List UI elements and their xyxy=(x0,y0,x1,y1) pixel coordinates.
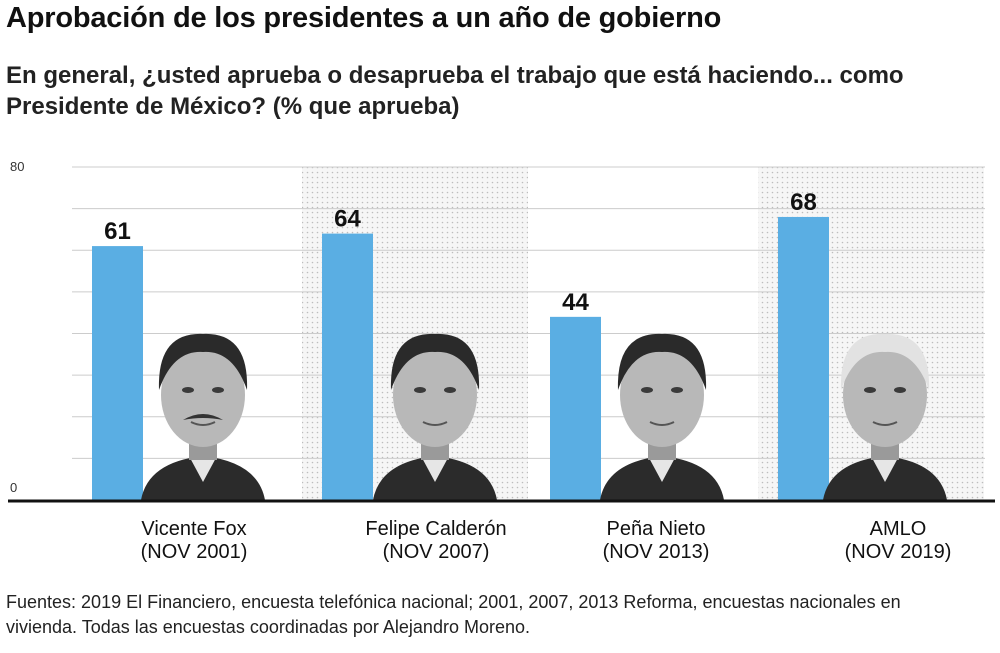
approval-bar-chart: 0 80 61 64 44 68 Vicente Fox(NOV 2001) Felipe C… xyxy=(8,159,995,563)
category-date-label: (NOV 2019) xyxy=(845,541,952,563)
chart-title: Aprobación de los presidentes a un año d… xyxy=(6,2,722,34)
category-name-label: Vicente Fox xyxy=(141,518,246,540)
bar xyxy=(778,216,829,500)
category-date-label: (NOV 2001) xyxy=(141,541,248,563)
category-date-label: (NOV 2013) xyxy=(603,541,710,563)
category-date-label: (NOV 2007) xyxy=(383,541,490,563)
source-footnote: Fuentes: 2019 El Financiero, encuesta te… xyxy=(6,592,901,637)
category-name-label: Felipe Calderón xyxy=(365,518,506,540)
category-name-label: AMLO xyxy=(870,518,927,540)
chart-subtitle: En general, ¿usted aprueba o desaprueba … xyxy=(6,62,904,120)
y-tick-label: 0 xyxy=(10,480,17,495)
portrait-felipe-calderon xyxy=(373,333,497,500)
portrait-vicente-fox xyxy=(141,333,265,500)
bar-value-label: 64 xyxy=(334,206,361,233)
bar xyxy=(322,233,373,500)
portrait-amlo xyxy=(823,333,947,500)
bar xyxy=(550,316,601,500)
portrait-pena-nieto xyxy=(600,333,724,500)
bar-value-label: 61 xyxy=(104,218,131,245)
category-name-label: Peña Nieto xyxy=(607,518,706,540)
bar xyxy=(92,246,143,500)
y-tick-label: 80 xyxy=(10,159,24,174)
bar-value-label: 68 xyxy=(790,189,817,216)
bar-value-label: 44 xyxy=(562,289,589,316)
